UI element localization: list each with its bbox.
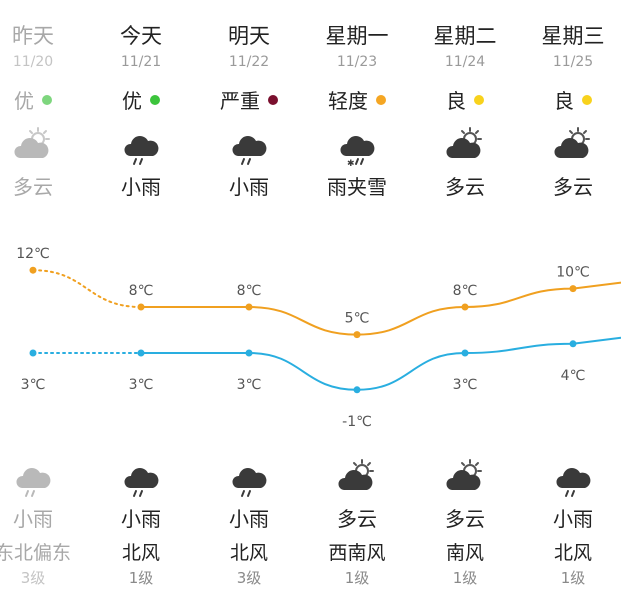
air-quality-dot — [376, 95, 386, 105]
low-temp-point — [245, 349, 253, 357]
night-condition: 多云 — [337, 507, 377, 531]
low-temp-label: 3℃ — [21, 377, 46, 393]
cloudy-sun-icon — [445, 458, 485, 498]
high-temp-label: 8℃ — [453, 283, 478, 299]
wind-direction: 北风 — [229, 542, 268, 564]
sleet-cloud-icon: ✱ — [337, 126, 377, 166]
day-date: 11/20 — [12, 54, 54, 70]
rain-cloud-icon — [553, 458, 593, 498]
temperature-chart: 12℃ 8℃ 8℃ 5℃ 8℃ 10℃ 3℃ 3℃ 3℃ -1℃ 3℃ 4℃ — [16, 246, 621, 430]
high-temp-label: 8℃ — [237, 283, 262, 299]
night-condition: 小雨 — [13, 507, 53, 531]
day-name: 星期一 — [325, 24, 389, 48]
day-name: 昨天 — [12, 24, 54, 48]
air-quality-label: 良 — [446, 89, 466, 113]
night-condition: 小雨 — [553, 507, 593, 531]
low-temp-label: 3℃ — [453, 377, 478, 393]
day-condition: 小雨 — [229, 175, 269, 199]
air-quality-label: 轻度 — [328, 89, 368, 113]
high-temp-point — [569, 285, 577, 293]
air-quality-dot — [42, 95, 52, 105]
wind-direction: 东北偏东 — [0, 542, 71, 564]
low-temp-point — [461, 349, 469, 357]
cloudy-sun-icon — [553, 126, 593, 166]
day-condition: 小雨 — [121, 175, 161, 199]
wind-direction: 西南风 — [328, 542, 386, 564]
air-quality-dot — [582, 95, 592, 105]
day-condition: 多云 — [553, 175, 593, 199]
air-quality-dot — [474, 95, 484, 105]
air-quality: 良 — [519, 88, 621, 114]
day-condition: 多云 — [13, 175, 53, 199]
low-temp-point — [569, 340, 577, 348]
rain-cloud-icon — [121, 458, 161, 498]
air-quality-dot — [150, 95, 160, 105]
low-temp-label: -1℃ — [342, 414, 372, 430]
high-temp-past-line — [32, 269, 142, 308]
high-temp-label: 8℃ — [129, 283, 154, 299]
high-temp-point — [461, 303, 469, 311]
high-temp-point — [245, 303, 253, 311]
wind-level: 1级 — [344, 569, 370, 587]
high-temp-line — [140, 281, 621, 336]
wind-direction: 南风 — [445, 542, 484, 564]
wind-level: 3级 — [20, 569, 46, 587]
day-condition: 雨夹雪 — [327, 175, 387, 199]
night-condition: 小雨 — [121, 507, 161, 531]
air-quality-label: 优 — [122, 89, 142, 113]
day-name: 星期二 — [433, 24, 497, 48]
rain-cloud-icon — [229, 126, 269, 166]
high-temp-point — [137, 303, 145, 311]
wind-direction: 北风 — [121, 542, 160, 564]
wind-level: 1级 — [560, 569, 586, 587]
rain-cloud-icon — [13, 458, 53, 498]
air-quality: 严重 — [195, 88, 303, 114]
air-quality-label: 严重 — [220, 89, 260, 113]
air-quality: 优 — [87, 88, 195, 114]
low-temp-label: 3℃ — [129, 377, 154, 393]
cloudy-sun-icon — [337, 458, 377, 498]
night-condition: 多云 — [445, 507, 485, 531]
rain-cloud-icon — [121, 126, 161, 166]
day-date: 11/21 — [120, 54, 162, 70]
day-condition: 多云 — [445, 175, 485, 199]
wind-level: 1级 — [452, 569, 478, 587]
high-temp-label: 10℃ — [556, 265, 590, 281]
low-temp-point — [29, 349, 37, 357]
wind-direction: 北风 — [553, 542, 592, 564]
svg-text:✱: ✱ — [347, 159, 355, 166]
air-quality: 良 — [411, 88, 519, 114]
cloudy-sun-icon — [445, 126, 485, 166]
air-quality: 轻度 — [303, 88, 411, 114]
day-date: 11/24 — [444, 54, 486, 70]
rain-cloud-icon — [229, 458, 269, 498]
day-name: 今天 — [120, 24, 162, 48]
wind-level: 3级 — [236, 569, 262, 587]
low-temp-line — [140, 336, 621, 391]
high-temp-point — [353, 331, 361, 339]
night-condition: 小雨 — [229, 507, 269, 531]
day-date: 11/23 — [336, 54, 378, 70]
cloudy-sun-icon — [13, 126, 53, 166]
air-quality-label: 良 — [554, 89, 574, 113]
wind-level: 1级 — [128, 569, 154, 587]
low-temp-point — [137, 349, 145, 357]
low-temp-label: 3℃ — [237, 377, 262, 393]
high-temp-label: 12℃ — [16, 246, 50, 262]
day-name: 星期三 — [541, 24, 605, 48]
low-temp-label: 4℃ — [561, 368, 586, 384]
high-temp-point — [29, 266, 37, 274]
day-name: 明天 — [228, 24, 270, 48]
air-quality-dot — [268, 95, 278, 105]
air-quality: 优 — [0, 88, 87, 114]
low-temp-point — [353, 386, 361, 394]
day-date: 11/22 — [228, 54, 270, 70]
high-temp-label: 5℃ — [345, 311, 370, 327]
air-quality-label: 优 — [14, 89, 34, 113]
day-date: 11/25 — [552, 54, 594, 70]
